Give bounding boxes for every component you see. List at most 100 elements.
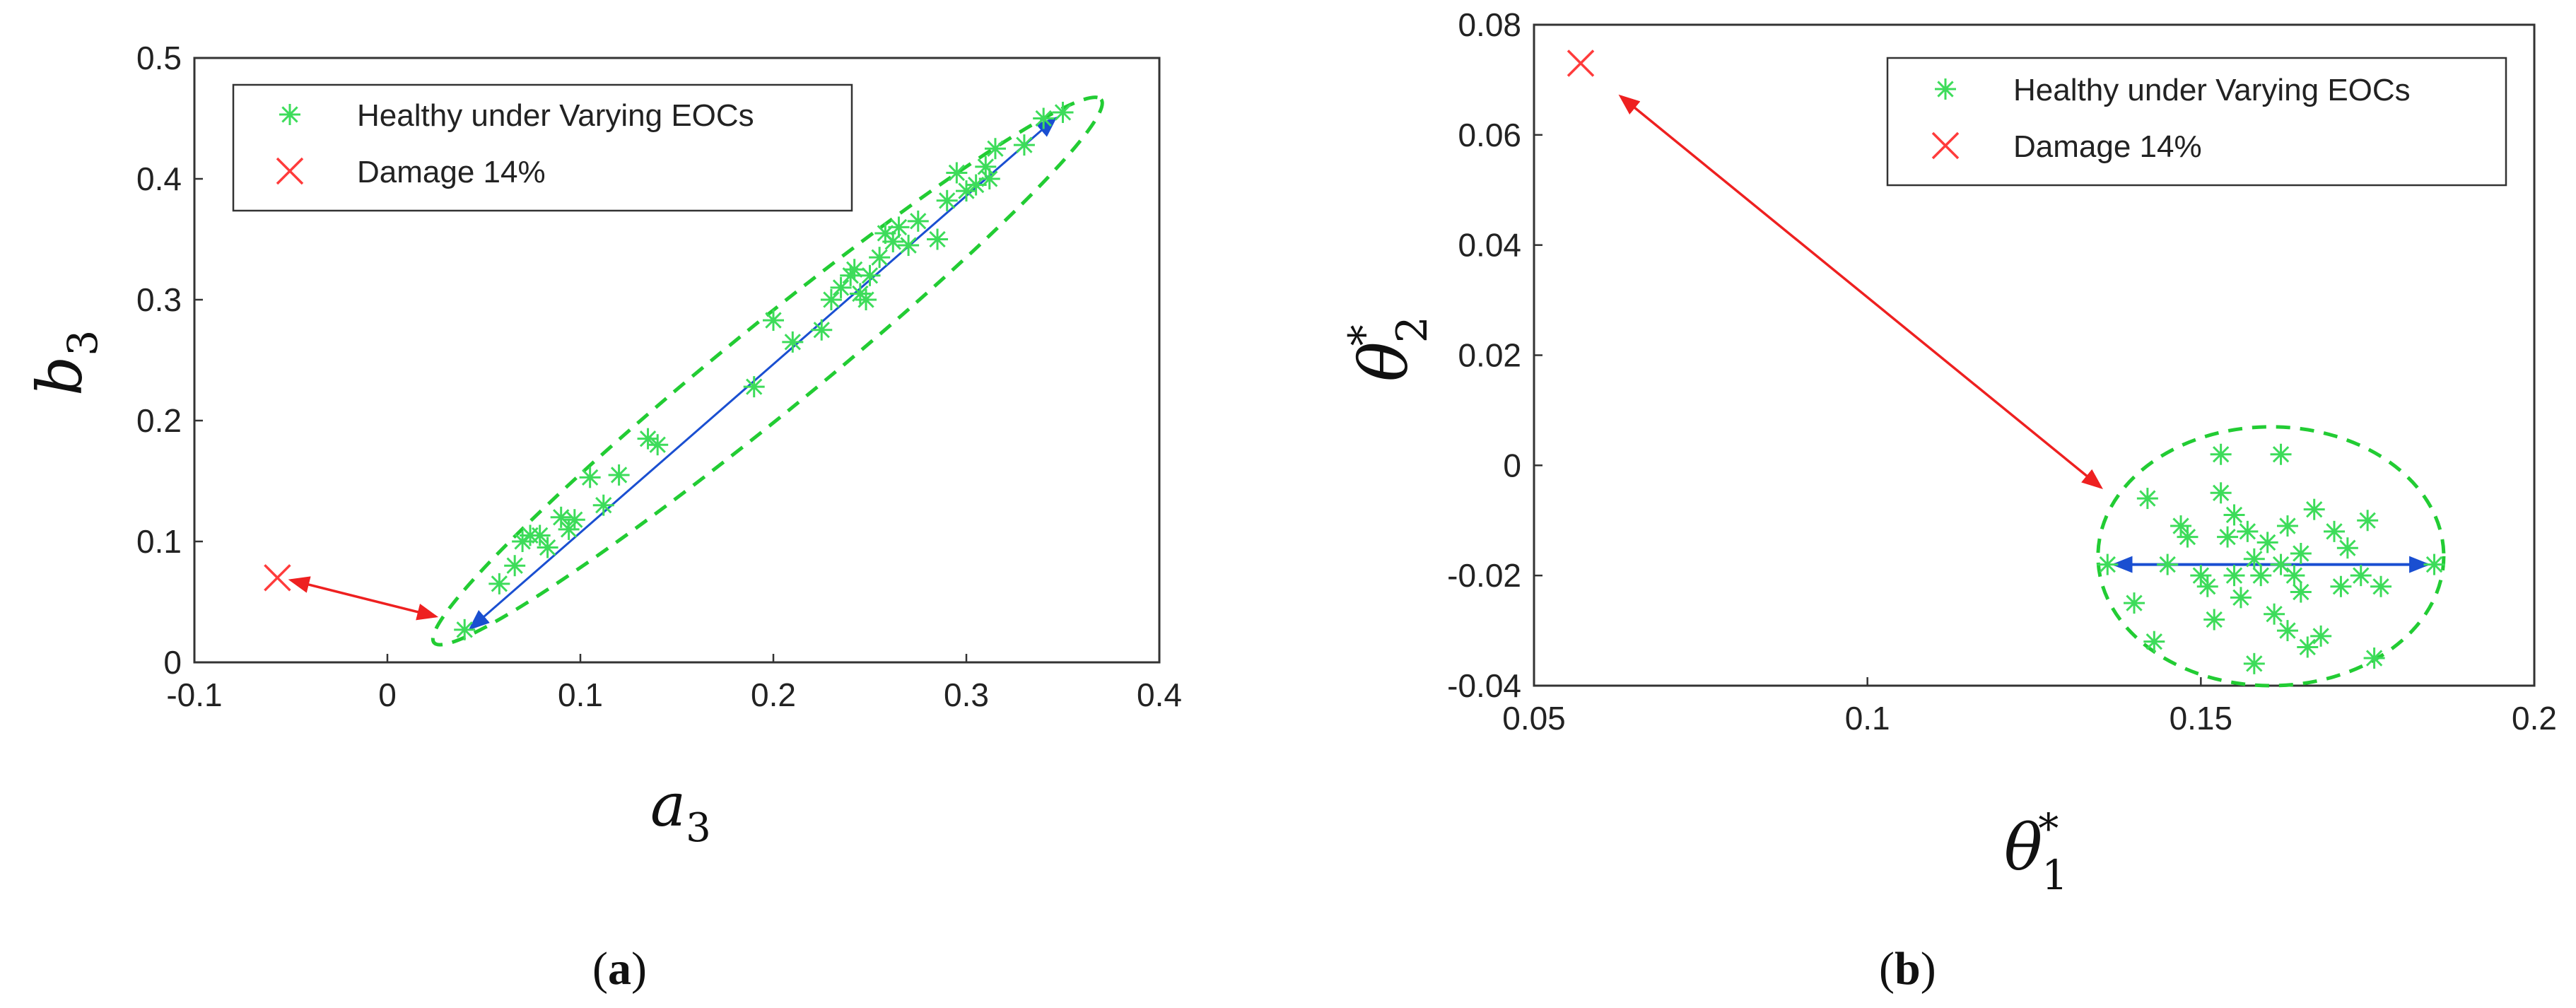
legend-x-icon [1931, 131, 1960, 160]
panel-b-legend: Healthy under Varying EOCs Damage 14% [1886, 57, 2507, 187]
healthy-point [2264, 603, 2285, 625]
healthy-point [907, 210, 929, 232]
panel-b-x-label: θ* 1 [2004, 804, 2068, 899]
y-tick-label: 0 [163, 644, 182, 681]
healthy-point [2203, 609, 2225, 631]
healthy-point [843, 259, 865, 281]
healthy-point [2276, 515, 2298, 537]
healthy-point [637, 428, 659, 450]
panel-a-points [264, 101, 1074, 640]
healthy-point [2136, 488, 2158, 510]
healthy-point [2223, 565, 2245, 587]
healthy-point [2290, 543, 2312, 564]
healthy-point [563, 509, 585, 531]
panel-b-points [1567, 49, 2445, 674]
healthy-point [2170, 515, 2192, 537]
panel-b-cluster-ellipse [2096, 425, 2446, 688]
damage-point [264, 564, 291, 592]
healthy-point [2243, 652, 2265, 674]
healthy-point [2350, 565, 2372, 587]
healthy-point [529, 524, 551, 546]
healthy-point [782, 331, 804, 353]
healthy-point [647, 434, 669, 456]
healthy-point [2210, 443, 2232, 465]
y-tick-label: 0.1 [136, 523, 182, 560]
healthy-point [2336, 537, 2358, 559]
healthy-point [2290, 581, 2312, 603]
healthy-point [2370, 575, 2392, 597]
healthy-point [2223, 504, 2245, 526]
healthy-point [2237, 520, 2259, 542]
healthy-point [608, 464, 630, 486]
healthy-point [2217, 526, 2239, 548]
healthy-point [2097, 553, 2119, 575]
x-tick-label: 0.05 [1502, 700, 1566, 737]
healthy-point [2330, 575, 2352, 597]
healthy-point [2423, 553, 2445, 575]
panel-b-chart: 0.05 0.1 0.15 0.2 -0.04 -0.02 0 0.02 0.04 0.06 0.… [1340, 6, 2557, 995]
healthy-point [743, 376, 765, 398]
healthy-point [2230, 587, 2252, 609]
healthy-point [2210, 482, 2232, 504]
legend-asterisk-icon [1935, 78, 1956, 100]
panel-b-legend-healthy-label: Healthy under Varying EOCs [2013, 73, 2411, 107]
y-tick-label: 0.04 [1458, 227, 1521, 264]
panel-a-chart: -0.1 0 0.1 0.2 0.3 0.4 00.10.20.30.40.5 Healt… [23, 40, 1182, 995]
legend-x-icon [276, 157, 304, 185]
x-tick-label: 0.2 [2512, 700, 2557, 737]
healthy-point [840, 264, 862, 286]
panel-a-legend-box [232, 83, 853, 212]
x-tick-label: 0 [378, 676, 397, 713]
panel-b-legend-healthy-marker [1935, 78, 1956, 100]
x-tick-label: 0.4 [1137, 676, 1182, 713]
y-tick-label: 0.5 [136, 40, 182, 76]
y-tick-label: 0.3 [136, 281, 182, 318]
panel-a-y-ticks: 0 0.1 0.2 0.3 0.4 0.5 [136, 40, 203, 681]
red-double-arrow [288, 576, 439, 621]
healthy-point [504, 555, 526, 577]
panel-b-y-label: θ*2 [1340, 316, 1437, 382]
healthy-point [2324, 520, 2345, 542]
panel-b-y-ticks: -0.04 -0.02 0 0.02 0.04 0.06 0.08 [1447, 6, 1542, 704]
healthy-point [2270, 553, 2292, 575]
y-tick-label: 0.2 [136, 402, 182, 439]
healthy-point [978, 168, 1000, 189]
x-tick-label: -0.1 [166, 676, 222, 713]
y-tick-label: -0.02 [1447, 557, 1521, 594]
x-tick-label: 0.1 [1845, 700, 1890, 737]
y-tick-label: 0.02 [1458, 337, 1521, 374]
panel-b-legend-damage-label: Damage 14% [2013, 129, 2202, 164]
red-double-arrow [1618, 94, 2103, 490]
legend-asterisk-icon [279, 104, 300, 125]
x-tick-label: 0.1 [558, 676, 603, 713]
healthy-point [592, 494, 614, 516]
panel-a-legend: Healthy under Varying EOCs Damage 14% [232, 83, 853, 212]
healthy-point [488, 573, 510, 594]
healthy-point [2297, 636, 2319, 658]
healthy-point [2177, 526, 2199, 548]
healthy-point [2276, 620, 2298, 642]
healthy-point [2157, 553, 2179, 575]
panel-b-x-ticks: 0.05 0.1 0.15 0.2 [1502, 677, 2557, 737]
healthy-point [2243, 548, 2265, 570]
panel-a-legend-healthy-marker [279, 104, 300, 125]
healthy-point [1013, 134, 1035, 156]
y-tick-label: 0.4 [136, 160, 182, 197]
panel-a-x-ticks: -0.1 0 0.1 0.2 0.3 0.4 [166, 654, 1182, 713]
panel-b-legend-damage-marker [1931, 131, 1960, 160]
healthy-point [2124, 592, 2145, 614]
x-tick-label: 0.2 [751, 676, 796, 713]
healthy-point [2190, 565, 2212, 587]
healthy-point [888, 216, 910, 238]
healthy-point [859, 264, 881, 286]
healthy-point [975, 156, 997, 177]
y-tick-label: 0.08 [1458, 6, 1521, 43]
healthy-point [946, 162, 968, 184]
healthy-point [984, 138, 1006, 160]
healthy-point [2303, 498, 2325, 520]
y-tick-label: 0.06 [1458, 117, 1521, 153]
panel-b-caption: (b) [1879, 943, 1936, 995]
healthy-point [2363, 647, 2385, 669]
panel-a-caption: (a) [592, 943, 647, 995]
